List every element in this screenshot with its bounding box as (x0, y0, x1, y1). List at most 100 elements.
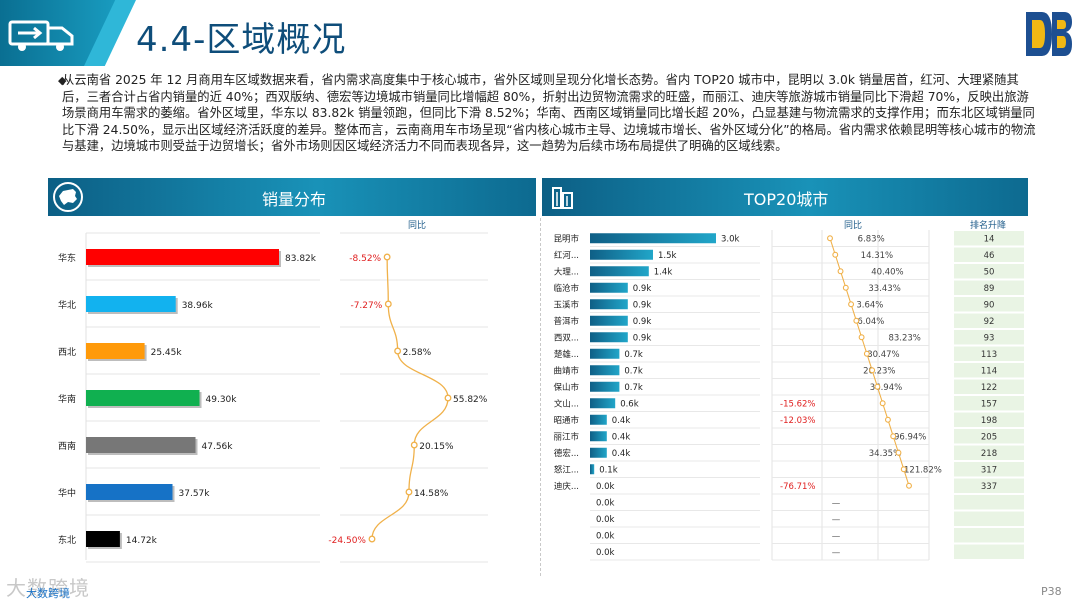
yoy-point (858, 334, 865, 341)
city-label: 大理... (554, 266, 579, 277)
bar (590, 266, 649, 277)
bar (86, 343, 145, 359)
yoy-label: 20.15% (419, 442, 454, 452)
yoy-label: 14.31% (861, 251, 893, 261)
city-label: 昆明市 (553, 233, 579, 244)
yoy-point (890, 433, 897, 440)
yoy-point (827, 235, 833, 242)
value-label: 25.45k (151, 348, 183, 358)
yoy-point (900, 466, 907, 473)
yoy-point (884, 416, 891, 423)
rank-value: 218 (981, 449, 997, 459)
yoy-label: — (832, 515, 841, 525)
yoy-point (394, 347, 402, 355)
yoy-point (410, 441, 418, 449)
value-label: 3.0k (721, 234, 740, 244)
rank-value: 114 (981, 366, 997, 376)
city-label: 玉溪市 (553, 299, 579, 310)
rank-value: 93 (984, 333, 995, 343)
rank-cell (954, 462, 1024, 477)
yoy-label: 20.23% (863, 366, 895, 376)
rank-cell (954, 478, 1024, 493)
yoy-point (863, 350, 870, 357)
city-label: 保山市 (553, 382, 579, 393)
category-label: 西南 (58, 440, 76, 452)
yoy-point (383, 253, 391, 261)
panel-header-top20-cities: TOP20城市 (542, 178, 1028, 216)
intro-paragraph: 从云南省 2025 年 12 月商用车区域数据来看，省内需求高度集中于核心城市，… (62, 73, 1036, 154)
city-label: 普洱市 (553, 316, 579, 327)
yoy-point (895, 449, 902, 456)
bar (86, 484, 173, 500)
value-label: 0.0k (596, 548, 615, 558)
yoy-label: -12.03% (780, 416, 815, 426)
bar (590, 282, 628, 293)
city-label: 文山... (554, 398, 579, 409)
yoy-label: 30.47% (867, 350, 899, 360)
value-label: 0.0k (596, 498, 615, 508)
yoy-label: 96.94% (894, 432, 926, 442)
rank-cell (954, 511, 1024, 526)
rank-cell (954, 231, 1024, 246)
yoy-label: -24.50% (328, 536, 366, 546)
rank-value: 205 (981, 432, 997, 442)
rank-cell (954, 412, 1024, 427)
rank-cell (954, 396, 1024, 411)
category-label: 华中 (58, 487, 76, 499)
region-sales-chart: 华东 83.82k 华北 38.96k 西北 25.45k 华南 49.30k 西南 47.56k… (58, 232, 488, 563)
page-number: P38 (1041, 585, 1062, 598)
value-label: 0.6k (620, 399, 639, 409)
rank-cell (954, 297, 1024, 312)
yoy-point (384, 300, 392, 308)
watermark: 大数跨境 (6, 576, 90, 600)
rank-cell (954, 429, 1024, 444)
yoy-label: 40.40% (871, 267, 903, 277)
yoy-point (853, 317, 860, 324)
yoy-label: 34.35% (869, 449, 901, 459)
yoy-label: 83.23% (888, 333, 920, 343)
value-label: 14.72k (126, 536, 158, 546)
value-label: 0.7k (624, 350, 643, 360)
value-label: 49.30k (206, 395, 238, 405)
rank-cell (954, 544, 1024, 559)
building-icon (552, 187, 573, 209)
city-label: 临沧市 (553, 283, 579, 294)
yoy-label: -15.62% (780, 399, 815, 409)
panel-divider (540, 218, 541, 576)
value-label: 0.7k (624, 383, 643, 393)
value-label: 1.5k (658, 251, 677, 261)
rank-value: 89 (984, 284, 995, 294)
value-label: 0.0k (596, 531, 615, 541)
yoy-label: 33.43% (868, 284, 900, 294)
category-label: 华东 (58, 252, 76, 264)
rank-cell (954, 528, 1024, 543)
panel-header-sales-distribution: 销量分布 (48, 178, 536, 216)
yoy-point (879, 400, 886, 407)
value-label: 0.9k (633, 317, 652, 327)
bar (590, 315, 628, 326)
city-label: 怒江... (554, 464, 579, 475)
bar (590, 332, 628, 343)
rank-cell (954, 247, 1024, 262)
yoy-point (405, 488, 413, 496)
value-label: 0.7k (624, 366, 643, 376)
bar (590, 348, 620, 359)
rank-value: 337 (981, 482, 997, 492)
rank-cell (954, 313, 1024, 328)
yoy-label: -76.71% (780, 482, 815, 492)
rank-value: 50 (984, 267, 995, 277)
header: 4.4-区域概况 (0, 0, 1080, 72)
yoy-label: 121.82% (904, 465, 942, 475)
rank-value: 198 (981, 416, 997, 426)
bar (590, 447, 607, 458)
yoy-label: 55.82% (453, 395, 488, 405)
value-label: 0.4k (612, 432, 631, 442)
value-label: 0.4k (612, 449, 631, 459)
value-label: 1.4k (654, 267, 673, 277)
right-rank-header: 排名升降 (970, 221, 1007, 231)
left-yoy-header: 同比 (408, 221, 427, 231)
category-label: 西北 (58, 347, 76, 358)
rank-cell (954, 346, 1024, 361)
rank-cell (954, 330, 1024, 345)
